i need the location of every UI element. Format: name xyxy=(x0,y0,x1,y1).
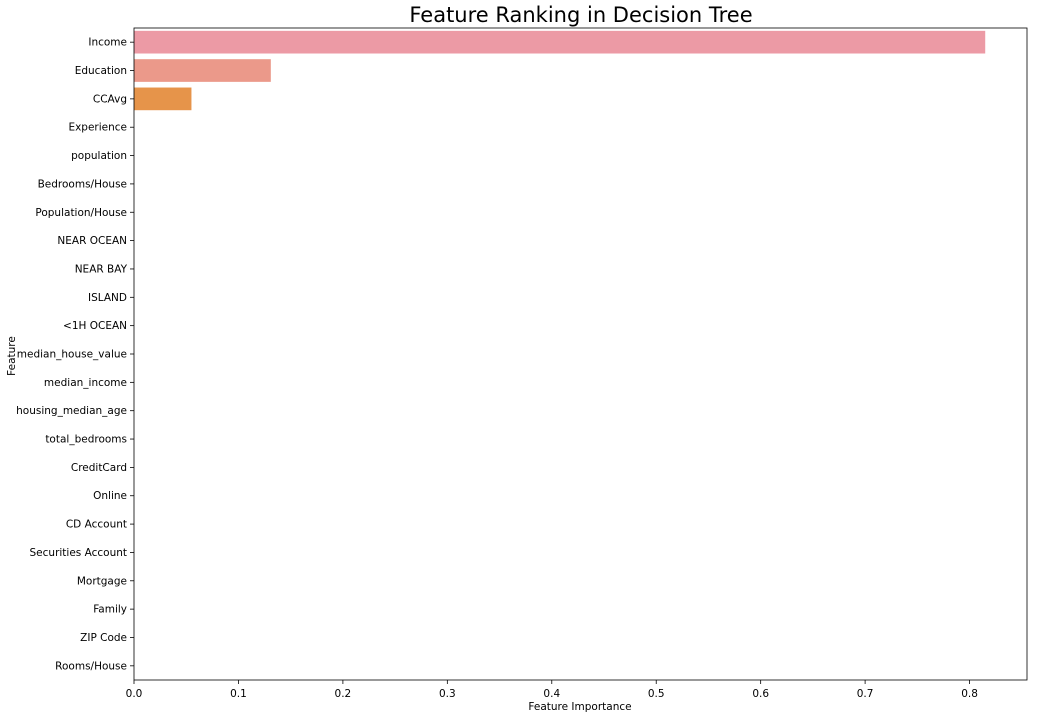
x-tick-label: 0.6 xyxy=(752,688,769,700)
bars-group xyxy=(134,30,986,111)
y-tick-label: Bedrooms/House xyxy=(38,178,127,190)
y-tick-label: Rooms/House xyxy=(55,660,127,672)
bar xyxy=(134,30,986,54)
x-tick-label: 0.2 xyxy=(335,688,352,700)
y-tick-label: NEAR BAY xyxy=(75,263,128,275)
y-tick-label: median_income xyxy=(44,377,127,389)
y-tick-label: median_house_value xyxy=(17,349,127,361)
bar xyxy=(134,87,192,111)
plot-frame xyxy=(133,27,1028,681)
x-tick-label: 0.8 xyxy=(961,688,978,700)
y-tick-label: Online xyxy=(93,490,127,502)
y-tick-label: Securities Account xyxy=(30,547,127,559)
x-tick-label: 0.5 xyxy=(648,688,665,700)
y-axis-label: Feature xyxy=(6,336,18,376)
x-tick-label: 0.7 xyxy=(857,688,874,700)
y-tick-label: CreditCard xyxy=(71,462,127,474)
y-tick-label: ISLAND xyxy=(88,292,127,304)
y-tick-label: Family xyxy=(93,604,127,616)
y-tick-label: Population/House xyxy=(35,207,127,219)
y-tick-label: total_bedrooms xyxy=(45,434,127,446)
y-tick-label: Income xyxy=(88,37,127,49)
x-axis-ticks: 0.0 0.1 0.2 0.3 0.4 0.5 0.6 0.7 0.8 xyxy=(126,680,978,700)
y-tick-label: ZIP Code xyxy=(80,632,127,644)
y-tick-label: NEAR OCEAN xyxy=(57,235,127,247)
x-tick-label: 0.1 xyxy=(230,688,247,700)
y-tick-label: housing_median_age xyxy=(16,405,127,417)
x-tick-label: 0.4 xyxy=(543,688,560,700)
y-tick-label: population xyxy=(71,150,127,162)
y-tick-label: <1H OCEAN xyxy=(63,320,127,332)
x-tick-label: 0.3 xyxy=(439,688,456,700)
bar xyxy=(134,59,271,82)
y-tick-label: Education xyxy=(75,65,127,77)
x-axis-label: Feature Importance xyxy=(528,701,631,713)
y-tick-label: CCAvg xyxy=(93,93,127,105)
x-tick-label: 0.0 xyxy=(126,688,143,700)
y-tick-label: Mortgage xyxy=(77,575,127,587)
y-tick-label: Experience xyxy=(68,122,127,134)
chart-title: Feature Ranking in Decision Tree xyxy=(409,3,752,27)
y-axis-ticks: Income Education CCAvg Experience population… xyxy=(16,37,134,672)
y-tick-label: CD Account xyxy=(66,519,127,531)
